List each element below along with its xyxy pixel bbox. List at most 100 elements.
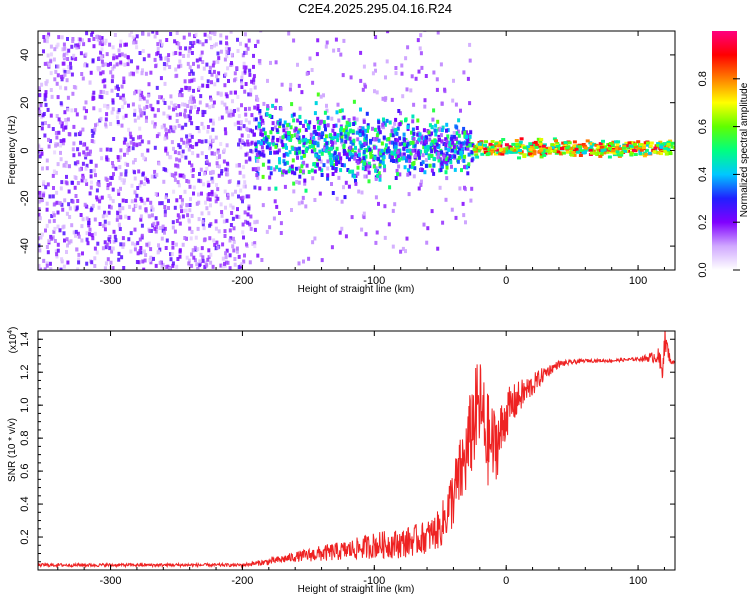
spectrogram-cell [45,245,49,249]
spectrogram-cell [140,90,144,95]
spectrogram-cell [411,114,415,119]
spectrogram-cell [344,125,348,130]
spectrogram-cell [292,38,296,43]
spectrogram-cell [225,94,229,99]
spectrogram-cell [268,146,272,151]
spectrogram-cell [163,205,167,209]
spectrogram-cell [211,127,215,132]
spectrogram-cell [342,148,346,153]
spectrogram-cell [335,146,339,151]
spectrogram-cell [623,149,627,153]
spectrogram-cell [73,161,77,166]
spectrogram-cell [134,89,138,94]
spectrogram-cell [194,32,198,37]
spectrogram-cell [589,151,594,155]
spectrogram-cell [663,147,668,151]
spectrogram-cell [183,114,187,119]
spectrogram-cell [130,71,134,76]
spectrogram-cell [572,140,577,144]
spectrogram-cell [192,255,196,260]
spectrogram-cell [330,116,334,121]
spectrogram-cell [466,76,470,81]
spectrogram-cell [393,202,397,207]
spectrogram-cell [298,140,302,145]
spectrogram-cell [135,143,139,148]
spectrogram-cell [132,40,136,45]
spectrogram-cell [76,267,80,270]
spectrogram-cell [216,187,220,192]
spectrogram-cell [342,115,346,120]
spectrogram-cell [511,142,516,146]
spectrogram-cell [439,126,443,131]
spectrogram-cell [219,263,223,268]
spectrogram-cell [62,127,65,132]
spectrogram-cell [422,222,426,227]
spectrogram-cell [236,37,239,42]
spectrogram-cell [250,79,254,84]
spectrogram-cell [363,141,367,146]
spectrogram-cell [145,104,149,109]
spectrogram-cell [302,143,306,148]
spectrogram-cell [211,169,215,174]
spectrogram-cell [588,147,593,150]
spectrogram-cell [392,128,396,133]
spectrogram-cell [239,120,243,124]
spectrogram-cell [278,211,281,215]
spectrogram-cell [282,159,286,164]
spectrogram-cell [101,63,105,68]
spectrogram-cell [396,126,400,131]
spectrogram-cell [351,173,355,178]
spectrogram-cell [468,134,472,139]
spectrogram-cell [240,81,244,86]
spectrogram-cell [103,210,107,215]
spectrogram-cell [382,155,386,160]
spectrogram-cell [188,133,192,138]
spectrogram-cell [310,68,314,72]
spectrogram-cell [145,178,149,182]
spectrogram-cell [274,186,278,191]
spectrogram-cell [337,48,341,52]
spectrogram-cell [570,153,574,157]
snr-y-axis-label: SNR (10 * v/v) [7,418,18,482]
spectrogram-cell [416,38,420,43]
spectrogram-cell [97,183,101,188]
spectrogram-cell [186,53,190,58]
spectrogram-cell [176,257,180,261]
spectrogram-cell [219,202,223,207]
spectrogram-cell [231,192,235,197]
spectrogram-cell [147,32,151,37]
spectrogram-cell [153,122,157,127]
spectrogram-cell [320,258,324,263]
spectrogram-cell [274,144,278,149]
spectrogram-cell [66,95,70,100]
spectrogram-cell [310,168,314,173]
spectrogram-cell [204,155,208,159]
spectrogram-cell [112,137,116,141]
spectrogram-cell [153,124,157,129]
spectrogram-cell [413,166,417,171]
spectrogram-cell [362,156,366,161]
spectrogram-cell [312,138,316,143]
spectrogram-cell [130,199,134,204]
spectrogram-cell [464,130,468,135]
spectrogram-cell [394,127,398,132]
spectrogram-cell [64,160,68,165]
spectrogram-cell [444,160,448,165]
spectrogram-cell [347,118,351,122]
spectrogram-cell [60,35,64,40]
spectrogram-cell [168,65,172,69]
spectrogram-cell [47,32,51,37]
spectrogram-cell [312,135,316,140]
spectrogram-cell [582,144,587,148]
spectrogram-cell [275,165,279,170]
spectrogram-cell [471,143,475,148]
spectrogram-cell [342,143,346,148]
colorbar-tick-label: 0.8 [697,71,709,86]
spectrogram-cell [282,123,286,128]
spectrogram-cell [103,266,107,270]
spectrogram-cell [624,141,629,145]
spectrogram-cell [300,164,304,169]
spectrogram-cell [250,113,254,118]
spectrogram-cell [144,71,148,76]
spectrogram-cell [456,159,460,164]
